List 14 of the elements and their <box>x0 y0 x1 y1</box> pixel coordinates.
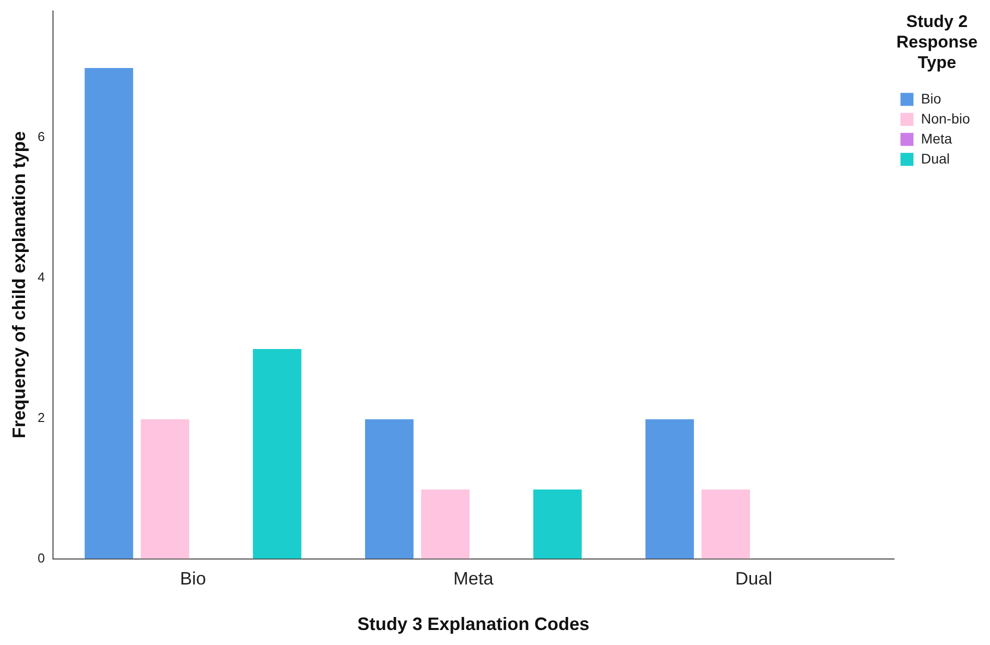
x-axis-title: Study 3 Explanation Codes <box>357 614 590 634</box>
x-tick-label: Bio <box>180 568 206 589</box>
legend-label: Dual <box>920 150 950 166</box>
y-tick-label: 4 <box>38 269 45 284</box>
legend-label: Bio <box>920 90 942 106</box>
y-tick-label: 0 <box>38 550 45 566</box>
y-axis-title: Frequency of child explanation type <box>8 131 29 438</box>
legend-title: Study 2 Response Type <box>896 12 978 72</box>
x-tick-label: Dual <box>735 568 772 589</box>
y-tick-label: 6 <box>38 128 45 144</box>
y-tick-label: 2 <box>38 410 45 425</box>
x-tick-label: Meta <box>453 568 494 589</box>
legend-label: Meta <box>920 130 952 146</box>
legend-label: Non-bio <box>920 110 970 126</box>
